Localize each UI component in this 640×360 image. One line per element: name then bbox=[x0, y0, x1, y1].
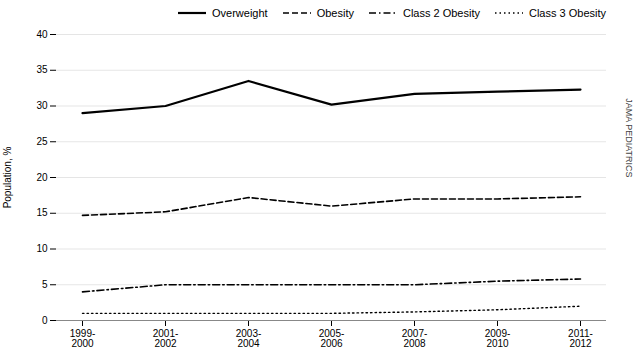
svg-text:2001-2002: 2001-2002 bbox=[153, 328, 179, 349]
svg-text:2009-2010: 2009-2010 bbox=[485, 328, 511, 349]
html-text:Overweight: Overweight bbox=[212, 7, 268, 19]
svg-text:10: 10 bbox=[36, 243, 48, 254]
svg-text:30: 30 bbox=[36, 100, 48, 111]
svg-text:5: 5 bbox=[42, 279, 48, 290]
svg-text:2011-2012: 2011-2012 bbox=[568, 328, 593, 349]
svg-text:2007-2008: 2007-2008 bbox=[402, 328, 428, 349]
html-text:Obesity: Obesity bbox=[316, 7, 354, 19]
svg-text:2003-2004: 2003-2004 bbox=[236, 328, 262, 349]
svg-text:Population, %: Population, % bbox=[2, 147, 13, 209]
svg-text:0: 0 bbox=[42, 315, 48, 326]
svg-text:1999-2000: 1999-2000 bbox=[70, 328, 96, 349]
svg-text:20: 20 bbox=[36, 172, 48, 183]
svg-text:JAMA PEDIATRICS: JAMA PEDIATRICS bbox=[624, 98, 634, 177]
svg-text:40: 40 bbox=[36, 29, 48, 40]
svg-text:35: 35 bbox=[36, 64, 48, 75]
svg-text:15: 15 bbox=[36, 207, 48, 218]
html-text:Class 2 Obesity: Class 2 Obesity bbox=[402, 7, 480, 19]
svg-text:25: 25 bbox=[36, 136, 48, 147]
html-text:Class 3 Obesity: Class 3 Obesity bbox=[529, 7, 606, 19]
svg-text:2005-2006: 2005-2006 bbox=[319, 328, 345, 349]
